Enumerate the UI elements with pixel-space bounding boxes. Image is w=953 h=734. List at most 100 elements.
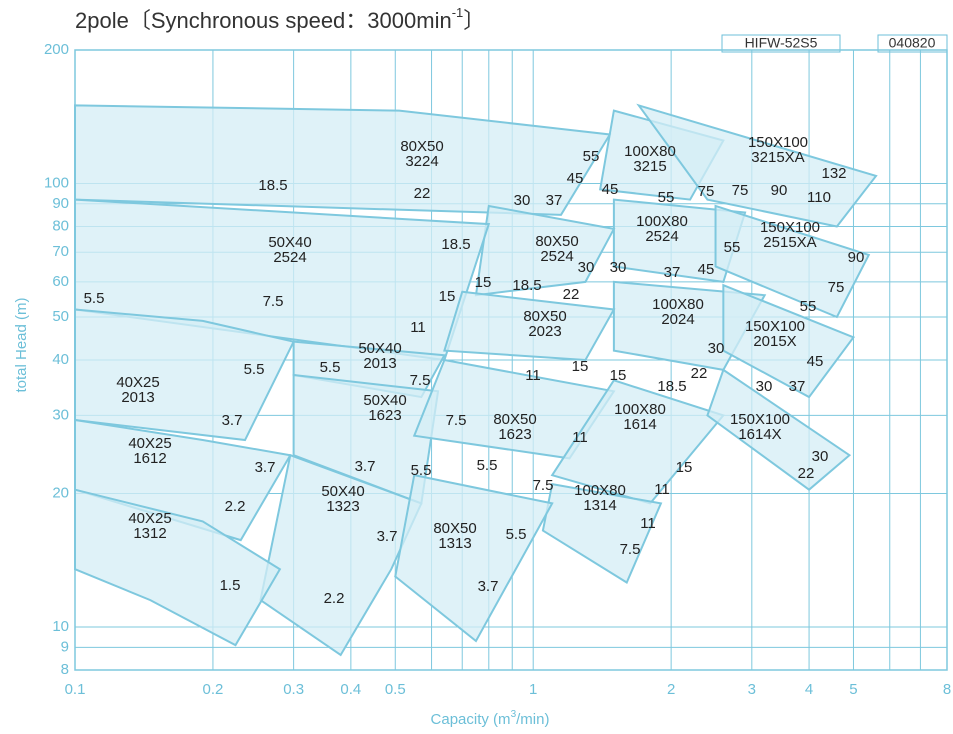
model-name: 150X100 (748, 134, 808, 151)
y-tick-label: 9 (61, 638, 69, 655)
regions (74, 103, 878, 657)
model-name: 1614X (738, 426, 781, 443)
y-tick-label: 50 (52, 308, 69, 325)
pump-region (74, 418, 292, 542)
pump-region (74, 104, 612, 216)
x-label-a: Capacity (m (431, 711, 511, 728)
model-name: 1612 (133, 450, 166, 467)
model-name: 50X40 (321, 483, 364, 500)
kw-label: 18.5 (657, 378, 686, 395)
kw-label: 110 (807, 189, 831, 206)
model-name: 80X50 (400, 138, 443, 155)
kw-label: 1.5 (220, 577, 241, 594)
x-tick-label: 0.2 (203, 681, 224, 698)
kw-label: 37 (664, 264, 681, 281)
code-box (721, 34, 841, 53)
kw-label: 5.5 (411, 462, 432, 479)
kw-label: 37 (546, 192, 563, 209)
model-name: 2013 (121, 389, 154, 406)
kw-label: 5.5 (320, 359, 341, 376)
chart-title: 2pole〔Synchronous speed：3000min-1〕 (75, 5, 485, 32)
kw-label: 30 (514, 192, 531, 209)
title-sup: -1 (452, 5, 464, 20)
model-name: 100X80 (624, 143, 676, 160)
model-name: 150X100 (730, 411, 790, 428)
date-code: 040820 (889, 35, 936, 51)
kw-label: 15 (572, 358, 589, 375)
kw-label: 55 (583, 148, 600, 165)
pump-region (394, 473, 554, 643)
model-name: 1314 (583, 497, 616, 514)
pump-region (722, 283, 856, 399)
kw-label: 11 (654, 481, 670, 498)
model-name: 100X80 (574, 482, 626, 499)
y-tick-label: 10 (52, 618, 69, 635)
kw-label: 45 (602, 181, 619, 198)
y-tick-label: 70 (52, 243, 69, 260)
kw-label: 55 (658, 189, 675, 206)
model-name: 40X25 (128, 510, 171, 527)
y-tick-label: 200 (44, 41, 69, 58)
model-name: 2515XA (763, 234, 816, 251)
model-name: 1623 (368, 407, 401, 424)
kw-label: 3.7 (478, 578, 499, 595)
x-tick-label: 1 (529, 681, 537, 698)
kw-label: 11 (410, 319, 426, 336)
y-axis-label: total Head (m) (13, 297, 30, 392)
model-name: 3215 (633, 158, 666, 175)
kw-label: 22 (798, 465, 815, 482)
kw-label: 18.5 (258, 177, 287, 194)
model-name: 1312 (133, 525, 166, 542)
y-tick-label: 100 (44, 174, 69, 191)
kw-label: 7.5 (533, 477, 554, 494)
pump-region (706, 368, 852, 491)
kw-label: 90 (771, 182, 788, 199)
kw-label: 7.5 (446, 412, 467, 429)
kw-label: 15 (439, 288, 456, 305)
kw-label: 45 (698, 261, 715, 278)
pump-region (612, 198, 747, 284)
model-name: 150X100 (745, 318, 805, 335)
model-name: 50X40 (268, 234, 311, 251)
model-name: 80X50 (535, 233, 578, 250)
kw-label: 55 (724, 239, 741, 256)
model-name: 3224 (405, 153, 438, 170)
model-name: 80X50 (523, 308, 566, 325)
y-tick-label: 20 (52, 484, 69, 501)
kw-label: 30 (578, 259, 595, 276)
kw-label: 37 (789, 378, 806, 395)
pump-region (714, 204, 871, 319)
title-end: 〕 (463, 8, 485, 33)
x-axis-label: Capacity (m3/min) (431, 709, 550, 728)
kw-label: 75 (698, 183, 715, 200)
kw-label: 18.5 (441, 236, 470, 253)
kw-label: 90 (848, 249, 865, 266)
kw-label: 30 (610, 259, 627, 276)
y-tick-label: 30 (52, 406, 69, 423)
kw-label: 7.5 (410, 372, 431, 389)
kw-label: 55 (800, 298, 817, 315)
labels: 80X503224100X803215150X1003215XA100X8025… (84, 134, 865, 607)
kw-label: 132 (821, 165, 846, 182)
pump-region (74, 308, 296, 442)
model-name: 2013 (363, 355, 396, 372)
model-name: 1614 (623, 416, 656, 433)
model-name: 1623 (498, 426, 531, 443)
x-tick-label: 0.1 (65, 681, 86, 698)
kw-label: 7.5 (263, 293, 284, 310)
kw-label: 18.5 (512, 277, 541, 294)
pump-region (443, 290, 616, 362)
x-tick-label: 0.3 (283, 681, 304, 698)
x-label-sup: 3 (511, 709, 517, 720)
kw-label: 5.5 (506, 526, 527, 543)
y-tick-label: 8 (61, 661, 69, 678)
x-tick-label: 4 (805, 681, 813, 698)
y-tick-label: 60 (52, 273, 69, 290)
model-name: 150X100 (760, 219, 820, 236)
model-name: 2024 (661, 311, 694, 328)
model-name: 100X80 (614, 401, 666, 418)
model-name: 50X40 (358, 340, 401, 357)
kw-label: 2.2 (324, 590, 345, 607)
kw-label: 11 (572, 429, 588, 446)
